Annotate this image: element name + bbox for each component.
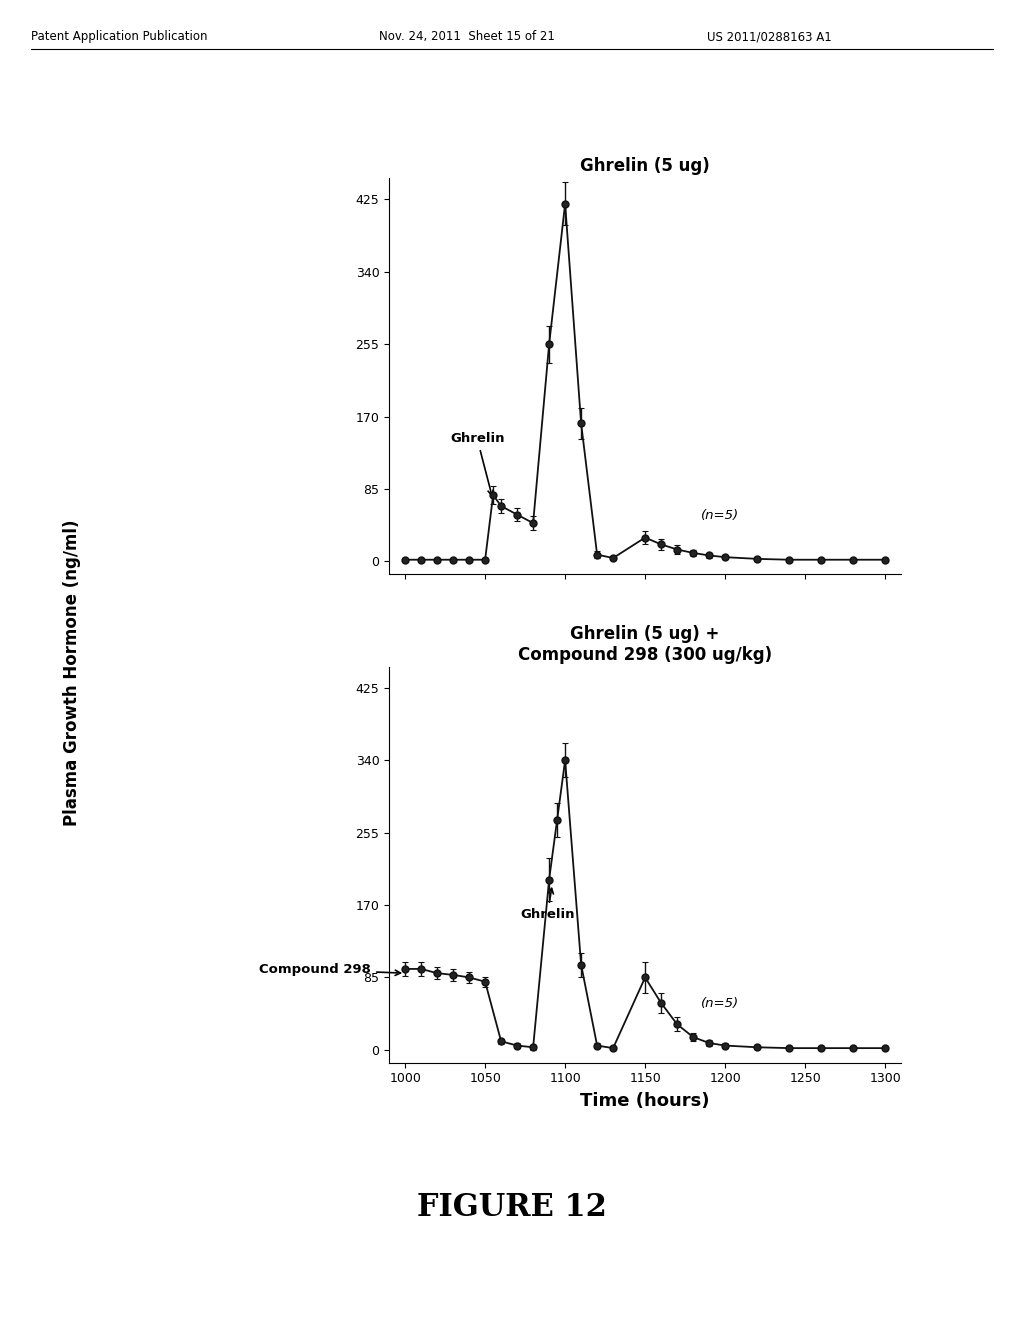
X-axis label: Time (hours): Time (hours): [581, 1092, 710, 1110]
Text: Patent Application Publication: Patent Application Publication: [31, 30, 207, 44]
Title: Ghrelin (5 ug) +
Compound 298 (300 ug/kg): Ghrelin (5 ug) + Compound 298 (300 ug/kg…: [518, 624, 772, 664]
Text: Compound 298: Compound 298: [259, 964, 400, 977]
Text: FIGURE 12: FIGURE 12: [417, 1192, 607, 1224]
Text: (n=5): (n=5): [701, 508, 739, 521]
Text: Plasma Growth Hormone (ng/ml): Plasma Growth Hormone (ng/ml): [62, 520, 81, 826]
Title: Ghrelin (5 ug): Ghrelin (5 ug): [581, 157, 710, 176]
Text: US 2011/0288163 A1: US 2011/0288163 A1: [707, 30, 831, 44]
Text: Nov. 24, 2011  Sheet 15 of 21: Nov. 24, 2011 Sheet 15 of 21: [379, 30, 555, 44]
Text: Ghrelin: Ghrelin: [520, 888, 574, 921]
Text: Ghrelin: Ghrelin: [450, 432, 505, 495]
Text: (n=5): (n=5): [701, 997, 739, 1010]
